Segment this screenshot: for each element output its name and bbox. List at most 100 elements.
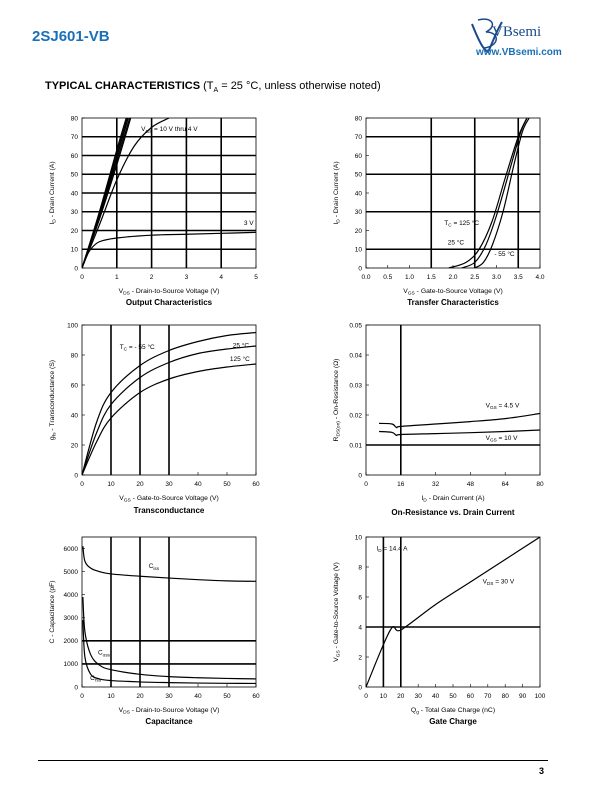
- chart-title-transconductance: Transconductance: [133, 506, 205, 515]
- x-tick-label: 10: [380, 693, 388, 700]
- x-tick-label: 40: [194, 693, 202, 700]
- annotation-label: VDS​ = 30 V: [483, 579, 515, 587]
- chart-title-transfer: Transfer Characteristics: [407, 298, 499, 307]
- chart-title-onres: On-Resistance vs. Drain Current: [391, 508, 515, 517]
- section-title: TYPICAL CHARACTERISTICS: [45, 80, 201, 92]
- y-tick-label: 6000: [64, 546, 79, 553]
- x-tick-label: 1.5: [427, 274, 436, 281]
- annotation-label: 25 °C: [448, 239, 465, 247]
- series-line-2: [82, 620, 256, 685]
- y-tick-label: 60: [355, 153, 363, 160]
- footer-divider: [38, 760, 548, 761]
- y-tick-label: 10: [355, 534, 363, 541]
- annotation-label: 25 °C: [233, 342, 250, 350]
- annotation-label: 3 V: [244, 220, 254, 227]
- y-tick-label: 1000: [64, 661, 79, 668]
- x-axis-label: VDS​ - Drain-to-Source Voltage (V): [119, 288, 220, 297]
- y-tick-label: 3000: [64, 615, 79, 622]
- y-tick-label: 50: [71, 172, 79, 179]
- logo-text: VBsemi: [492, 24, 542, 40]
- x-tick-label: 32: [432, 481, 440, 488]
- annotation-label: ID​ = 14.4 A: [376, 546, 408, 554]
- y-tick-label: 10: [355, 247, 363, 254]
- series-line-2: [474, 118, 530, 268]
- y-tick-label: 0: [358, 684, 362, 691]
- x-tick-label: 0: [80, 274, 84, 281]
- x-tick-label: 48: [467, 481, 475, 488]
- x-tick-label: 70: [484, 693, 492, 700]
- x-axis-label: Qg​ - Total Gate Charge (nC): [411, 707, 495, 716]
- x-axis-label: VGS​ - Gate-to-Source Voltage (V): [119, 495, 219, 504]
- annotation-label: TC​ = - 55 °C: [120, 343, 155, 352]
- x-tick-label: 40: [194, 481, 202, 488]
- x-axis-label: ID​ - Drain Current (A): [421, 495, 484, 504]
- y-tick-label: 2: [358, 654, 362, 661]
- chart-capacitance: 0 10 20 30 40 50 60 0 1000 2000 3000 4000 5000 6000 VD…: [38, 527, 278, 727]
- x-tick-label: 60: [467, 693, 475, 700]
- x-tick-label: 20: [136, 693, 144, 700]
- y-tick-label: 10: [71, 247, 79, 254]
- annotation-label: - 55 °C: [494, 250, 515, 258]
- annotation-label: Coss​: [98, 650, 111, 658]
- series-line-0: [379, 412, 540, 429]
- x-tick-label: 1: [115, 274, 119, 281]
- chart-transfer: 0.0 0.5 1.0 1.5 2.0 2.5 3.0 3.5 4.0 0 10 20 30 40 50 60…: [322, 108, 562, 308]
- x-tick-label: 60: [252, 693, 260, 700]
- annotation-label: Crss​: [90, 675, 102, 683]
- y-tick-label: 70: [355, 134, 363, 141]
- x-tick-label: 50: [449, 693, 457, 700]
- x-tick-label: 4: [219, 274, 223, 281]
- x-tick-label: 4.0: [535, 274, 544, 281]
- series-line-0: [448, 118, 528, 268]
- chart-title-gatecharge: Gate Charge: [429, 717, 477, 726]
- x-tick-label: 10: [107, 481, 115, 488]
- y-tick-label: 30: [71, 209, 79, 216]
- series-line-1: [82, 345, 256, 475]
- x-tick-label: 20: [136, 481, 144, 488]
- x-tick-label: 3.5: [514, 274, 523, 281]
- section-heading: TYPICAL CHARACTERISTICS (TA = 25 °C, unl…: [45, 80, 381, 94]
- y-tick-label: 8: [358, 564, 362, 571]
- x-tick-label: 5: [254, 274, 258, 281]
- x-tick-label: 3: [185, 274, 189, 281]
- y-axis-label: VGS​ - Gate-to-Source Voltage (V): [333, 562, 342, 662]
- y-tick-label: 80: [71, 115, 79, 122]
- chart-title-output: Output Characteristics: [125, 298, 213, 307]
- series-line-1: [461, 118, 528, 268]
- y-axis-label: RDS(on)​ - On-Resistance (Ω): [333, 359, 342, 442]
- y-tick-label: 0.03: [349, 382, 362, 389]
- x-axis-label: VGS​ - Gate-to-Source Voltage (V): [403, 288, 503, 297]
- y-tick-label: 20: [355, 228, 363, 235]
- y-axis-label: C - Capacitance (pF): [49, 580, 56, 643]
- plot-frame: [365, 324, 541, 476]
- x-tick-label: 2.5: [470, 274, 479, 281]
- x-tick-label: 10: [107, 693, 115, 700]
- annotation-label: VGS​ = 10 V thru 4 V: [141, 126, 198, 134]
- plot-frame: [365, 536, 541, 688]
- series-line-4: [82, 118, 132, 268]
- chart-title-capacitance: Capacitance: [145, 717, 193, 726]
- y-tick-label: 50: [355, 172, 363, 179]
- chart-onres: 0 16 32 48 64 80 0 0.01 0.02 0.03 0.04 0.05 ID​ - Dr…: [322, 315, 562, 515]
- x-tick-label: 20: [397, 693, 405, 700]
- y-tick-label: 30: [355, 209, 363, 216]
- x-tick-label: 1.0: [405, 274, 414, 281]
- y-tick-label: 0: [358, 265, 362, 272]
- y-tick-label: 0.01: [349, 442, 362, 449]
- y-tick-label: 20: [71, 228, 79, 235]
- y-tick-label: 40: [355, 190, 363, 197]
- series-line-2: [82, 363, 256, 475]
- x-tick-label: 50: [223, 693, 231, 700]
- y-tick-label: 5000: [64, 569, 79, 576]
- series-line-0: [82, 331, 256, 475]
- chart-transconductance: 0 10 20 30 40 50 60 0 20 40 60 80 100 VGS​ - Gate-to-…: [38, 315, 278, 515]
- y-tick-label: 60: [71, 153, 79, 160]
- series-line-1: [379, 429, 540, 437]
- series-line-5: [82, 118, 170, 268]
- logo-mark: [471, 18, 503, 54]
- y-tick-label: 0: [358, 472, 362, 479]
- website-link[interactable]: www.VBsemi.com: [476, 47, 562, 58]
- series-line-6: [82, 231, 256, 268]
- y-tick-label: 0: [74, 265, 78, 272]
